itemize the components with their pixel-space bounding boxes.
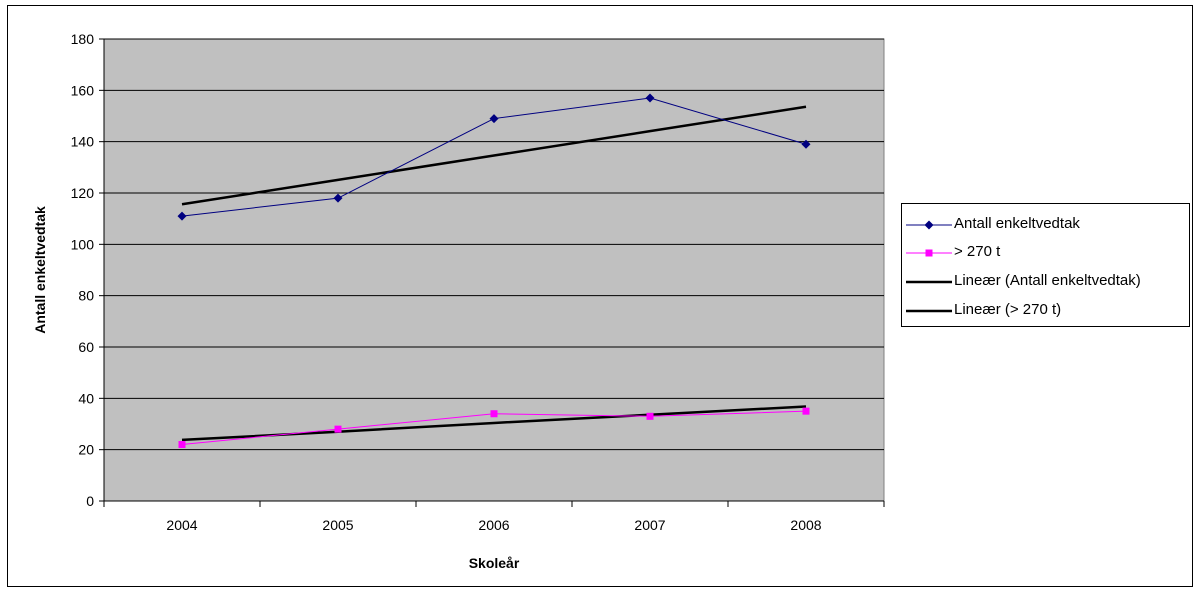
legend-label: > 270 t [954, 243, 1001, 260]
y-tick-label: 20 [78, 442, 94, 458]
y-tick-label: 0 [86, 493, 94, 509]
data-point [646, 412, 654, 420]
x-tick-labels: 2004 2005 2006 2007 2008 [166, 517, 821, 533]
legend-swatch [906, 280, 952, 284]
y-tick-label: 80 [78, 288, 94, 304]
axes [99, 38, 885, 507]
data-point [645, 93, 655, 103]
legend-swatch [906, 249, 952, 257]
x-tick-label: 2005 [322, 517, 353, 533]
plot-area [103, 38, 885, 502]
legend: Antall enkeltvedtak > 270 t Lineær (Antall… [901, 203, 1190, 327]
legend-swatch [906, 309, 952, 313]
y-axis-title: Antall enkeltvedtak [32, 206, 48, 334]
y-tick-label: 120 [71, 185, 95, 201]
y-tick-label: 180 [71, 31, 95, 47]
data-point [177, 211, 187, 221]
data-point [490, 410, 498, 418]
legend-entry: Lineær (> 270 t) [902, 299, 1189, 321]
legend-label: Antall enkeltvedtak [954, 215, 1080, 232]
data-point [802, 407, 810, 415]
data-point [333, 193, 343, 203]
x-axis-title: Skoleår [469, 555, 520, 571]
legend-entry: Antall enkeltvedtak [902, 213, 1189, 235]
legend-label: Lineær (> 270 t) [954, 301, 1062, 318]
y-tick-labels: 0 20 40 60 80 100 120 140 160 180 [71, 31, 95, 509]
x-tick-label: 2006 [478, 517, 509, 533]
data-point [334, 425, 342, 433]
data-series [177, 93, 811, 449]
y-tick-label: 160 [71, 82, 95, 98]
data-point [489, 114, 499, 124]
y-tick-label: 100 [71, 236, 95, 252]
x-tick-label: 2004 [166, 517, 197, 533]
y-tick-label: 60 [78, 339, 94, 355]
y-tick-label: 140 [71, 134, 95, 150]
data-point [178, 441, 186, 449]
gridlines [104, 38, 884, 451]
legend-entry: Lineær (Antall enkeltvedtak) [902, 270, 1189, 292]
legend-label: Lineær (Antall enkeltvedtak) [954, 272, 1141, 289]
data-point [801, 139, 811, 149]
x-tick-label: 2007 [634, 517, 665, 533]
legend-entry: > 270 t [902, 241, 1189, 263]
trendline [181, 105, 807, 206]
legend-swatch [906, 220, 952, 230]
x-tick-label: 2008 [790, 517, 821, 533]
y-tick-label: 40 [78, 390, 94, 406]
